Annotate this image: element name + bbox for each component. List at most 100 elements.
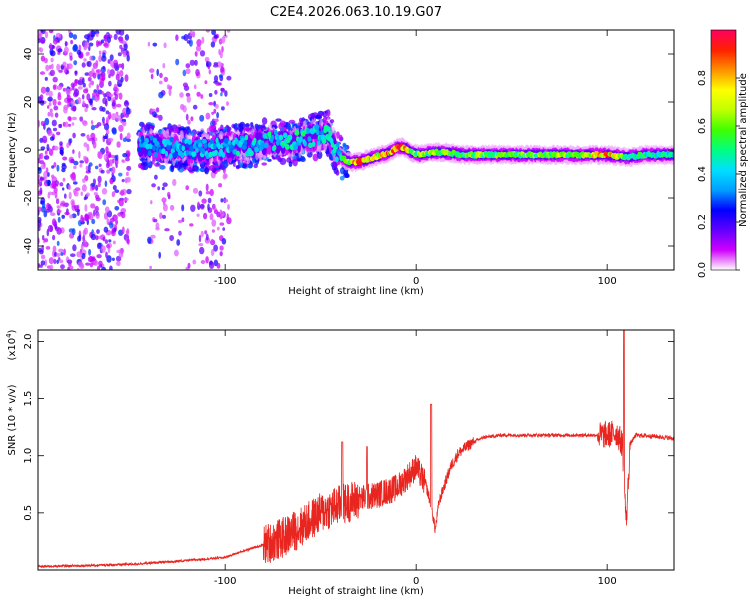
noise-speckle xyxy=(51,180,57,189)
noise-speckle xyxy=(40,55,46,62)
noise-speckle xyxy=(70,106,77,111)
noise-speckle xyxy=(39,39,45,44)
noise-speckle xyxy=(98,260,103,267)
noise-speckle xyxy=(39,94,44,101)
noise-speckle xyxy=(261,124,266,128)
noise-speckle xyxy=(90,124,96,131)
noise-speckle xyxy=(70,99,76,106)
noise-speckle xyxy=(275,118,282,122)
signal-cell xyxy=(189,145,195,152)
noise-speckle xyxy=(95,235,99,241)
spectrogram-heatmap xyxy=(38,30,674,270)
signal-cell xyxy=(282,132,288,139)
noise-speckle xyxy=(189,59,195,66)
signal-cell xyxy=(144,137,149,144)
signal-cell xyxy=(223,137,229,144)
noise-speckle xyxy=(70,82,76,88)
noise-speckle xyxy=(109,265,113,270)
noise-speckle xyxy=(103,226,109,233)
noise-speckle xyxy=(82,100,85,106)
noise-speckle xyxy=(213,34,218,39)
noise-speckle xyxy=(58,248,64,253)
noise-speckle xyxy=(79,160,84,164)
noise-speckle xyxy=(189,223,194,227)
noise-speckle xyxy=(53,162,57,168)
noise-speckle xyxy=(104,133,109,140)
noise-speckle xyxy=(201,36,205,44)
noise-speckle xyxy=(96,265,101,270)
noise-speckle xyxy=(119,133,123,141)
noise-speckle xyxy=(205,30,211,33)
noise-speckle xyxy=(219,251,223,257)
colorbar: 0.0 0.2 0.4 0.6 0.8 Normalized spectral ampl… xyxy=(697,29,749,278)
noise-speckle xyxy=(44,259,47,267)
noise-speckle xyxy=(76,49,82,55)
noise-speckle xyxy=(95,40,100,48)
noise-speckle xyxy=(70,158,75,164)
signal-cell xyxy=(203,143,208,149)
noise-speckle xyxy=(156,68,159,77)
noise-speckle xyxy=(105,162,110,169)
noise-speckle xyxy=(94,95,99,102)
noise-speckle xyxy=(47,105,50,109)
spectrogram-y-label: Frequency (Hz) xyxy=(7,112,18,188)
signal-cell xyxy=(213,149,218,156)
noise-speckle xyxy=(218,183,223,188)
noise-speckle xyxy=(121,40,127,44)
noise-speckle xyxy=(122,153,128,158)
noise-speckle xyxy=(62,61,67,66)
noise-speckle xyxy=(82,229,87,237)
noise-speckle xyxy=(38,157,41,164)
noise-speckle xyxy=(91,107,97,111)
noise-speckle xyxy=(64,121,69,128)
noise-speckle xyxy=(220,198,224,203)
noise-speckle xyxy=(57,101,62,106)
noise-speckle xyxy=(158,114,163,121)
noise-speckle xyxy=(104,206,110,213)
noise-speckle xyxy=(90,120,94,125)
noise-speckle xyxy=(151,183,157,188)
noise-speckle xyxy=(159,72,163,79)
noise-speckle xyxy=(91,218,96,225)
noise-speckle xyxy=(82,82,86,88)
noise-speckle xyxy=(275,156,282,160)
noise-speckle xyxy=(40,30,46,35)
noise-speckle xyxy=(39,187,43,195)
noise-speckle xyxy=(90,203,96,209)
noise-speckle xyxy=(89,98,93,106)
noise-speckle xyxy=(219,209,223,215)
noise-speckle xyxy=(191,165,199,172)
noise-speckle xyxy=(226,213,229,221)
noise-speckle xyxy=(85,165,89,171)
noise-speckle xyxy=(63,46,69,54)
noise-speckle xyxy=(213,108,217,114)
noise-speckle xyxy=(203,212,208,220)
noise-speckle xyxy=(167,191,171,198)
noise-speckle xyxy=(181,204,185,212)
noise-speckle xyxy=(126,50,130,58)
noise-speckle xyxy=(46,143,50,152)
noise-speckle xyxy=(118,92,123,100)
noise-speckle xyxy=(67,123,72,127)
noise-speckle xyxy=(70,172,76,181)
noise-speckle xyxy=(115,111,119,116)
noise-speckle xyxy=(51,119,57,127)
snr-panel: -100 0 100 0.5 1.0 1.5 2.0 Height of straight … xyxy=(5,329,675,597)
noise-speckle xyxy=(168,88,172,97)
noise-speckle xyxy=(104,123,110,131)
noise-speckle xyxy=(288,119,296,124)
noise-speckle xyxy=(175,34,179,41)
noise-speckle xyxy=(38,120,41,128)
signal-cell xyxy=(253,137,257,144)
noise-speckle xyxy=(179,92,184,98)
signal-cell xyxy=(288,134,293,141)
noise-speckle xyxy=(214,89,218,95)
noise-speckle xyxy=(73,165,77,169)
noise-speckle xyxy=(158,251,161,259)
noise-speckle xyxy=(108,111,112,120)
noise-speckle xyxy=(49,136,55,141)
noise-speckle xyxy=(107,137,114,142)
noise-speckle xyxy=(221,36,226,44)
noise-speckle xyxy=(220,66,225,73)
noise-speckle xyxy=(60,264,65,270)
